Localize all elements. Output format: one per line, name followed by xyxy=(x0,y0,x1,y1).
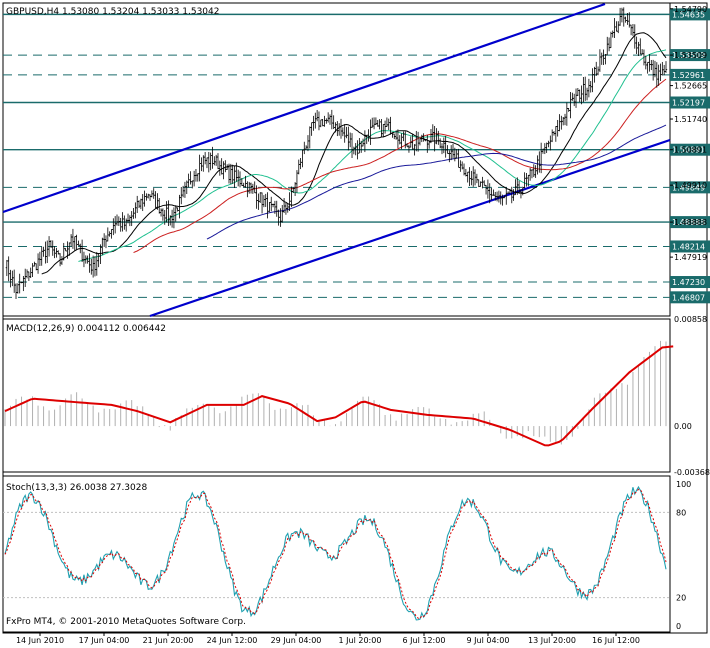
y-tick-label: 1.52665 xyxy=(674,82,707,91)
macd-signal-line xyxy=(4,345,674,447)
x-tick-label: 14 Jun 2010 xyxy=(16,636,64,645)
x-tick-label: 1 Jul 20:00 xyxy=(339,636,382,645)
price-panel: 1.54635 1.53509 1.52961 1.52197 1.50891 1.498… xyxy=(2,2,710,318)
x-tick-label: 13 Jul 20:00 xyxy=(528,636,576,645)
x-tick-label: 29 Jun 04:00 xyxy=(271,636,322,645)
x-axis: 14 Jun 2010 17 Jun 04:00 21 Jun 20:00 24 Ju… xyxy=(16,632,640,645)
macd-panel: 0.00858 0.00 -0.00368 xyxy=(4,315,710,477)
x-tick-label: 24 Jun 12:00 xyxy=(207,636,258,645)
level-label-box xyxy=(670,68,710,81)
panel-frame xyxy=(2,475,671,633)
level-label-box xyxy=(670,291,710,304)
level-label-box xyxy=(670,143,710,156)
y-tick-label: 1.53509 xyxy=(674,51,707,60)
outer-frame xyxy=(2,2,708,634)
stoch-d-line xyxy=(4,488,667,620)
x-tick-label: 16 Jul 12:00 xyxy=(592,636,640,645)
level-label: 1.48888 xyxy=(672,218,705,227)
ma-red-line xyxy=(133,78,667,253)
y-tick-label: 1.49910 xyxy=(674,181,707,190)
x-tick-label: 21 Jun 20:00 xyxy=(143,636,194,645)
macd-y-tick-label: 0.00 xyxy=(674,422,692,431)
y-tick-label: 1.51740 xyxy=(674,115,707,124)
stoch-y-tick-label: 0 xyxy=(676,622,681,631)
level-label: 1.49849 xyxy=(672,183,705,192)
y-tick-label: 1.54790 xyxy=(674,5,707,14)
level-label: 1.52961 xyxy=(672,71,705,80)
level-label-box xyxy=(670,8,710,21)
level-label-box xyxy=(670,276,710,289)
level-label-box xyxy=(670,96,710,109)
level-label: 1.53509 xyxy=(672,51,705,60)
x-tick-label: 6 Jul 12:00 xyxy=(403,636,446,645)
stochastic-header: Stoch(13,3,3) 26.0038 27.3028 xyxy=(6,483,147,493)
copyright-text: FxPro MT4, © 2001-2010 MetaQuotes Softwa… xyxy=(6,617,246,627)
x-tick-label: 17 Jun 04:00 xyxy=(79,636,130,645)
ma-green-line xyxy=(78,49,667,262)
panel-frame xyxy=(2,2,671,317)
stoch-y-tick-label: 20 xyxy=(676,594,686,603)
panel-frame xyxy=(2,318,671,473)
y-tick-label: 1.48888 xyxy=(674,218,707,227)
channel-upper-line xyxy=(2,2,606,214)
stochastic-panel: 100 80 20 0 xyxy=(3,480,691,631)
macd-y-tick-label: -0.00368 xyxy=(674,468,710,477)
y-tick-label: 1.47919 xyxy=(674,253,707,262)
stoch-y-tick-label: 80 xyxy=(676,508,686,517)
level-label: 1.48214 xyxy=(672,242,705,251)
level-label: 1.52197 xyxy=(672,99,705,108)
level-label: 1.50891 xyxy=(672,146,705,155)
frame-layer xyxy=(2,2,708,634)
macd-y-tick-label: 0.00858 xyxy=(674,315,707,324)
macd-header: MACD(12,26,9) 0.004112 0.006442 xyxy=(6,324,166,334)
level-label-box xyxy=(670,49,710,62)
level-label: 1.46807 xyxy=(672,293,705,302)
stoch-y-tick-label: 100 xyxy=(676,480,691,489)
price-header: GBPUSD,H4 1.53080 1.53204 1.53033 1.5304… xyxy=(6,7,219,17)
level-label: 1.47230 xyxy=(672,278,705,287)
level-label: 1.54635 xyxy=(672,10,705,19)
level-label-box xyxy=(670,240,710,253)
ma-black-line xyxy=(41,32,667,275)
ma-navy-line xyxy=(206,124,667,240)
level-label-box xyxy=(670,181,710,194)
channel-lower-line xyxy=(149,138,671,318)
price-bar xyxy=(664,61,668,73)
level-label-box xyxy=(670,216,710,229)
x-tick-label: 9 Jul 04:00 xyxy=(467,636,510,645)
y-tick-label: 1.50891 xyxy=(674,146,707,155)
